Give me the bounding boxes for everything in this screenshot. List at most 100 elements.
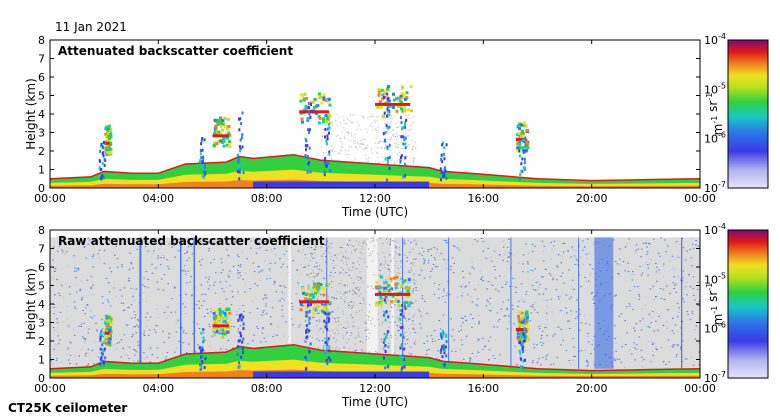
noise-speck — [647, 274, 649, 276]
grey-dot — [347, 131, 349, 133]
grey-dot — [354, 137, 356, 139]
grey-dot — [403, 288, 405, 290]
tower-cell — [382, 132, 385, 136]
noise-speck — [77, 267, 80, 269]
noise-speck — [137, 360, 139, 362]
noise-speck — [337, 320, 340, 322]
tower-cell — [102, 361, 105, 365]
grey-dot — [322, 151, 324, 153]
cloud-cell — [222, 317, 226, 321]
tower-cell — [98, 159, 101, 163]
noise-speck — [358, 289, 360, 291]
noise-speck — [101, 296, 104, 298]
noise-speck — [678, 311, 680, 313]
noise-speck — [506, 260, 509, 262]
noise-speck — [203, 328, 205, 330]
grey-dot — [346, 342, 348, 344]
cloud-cell — [525, 323, 529, 327]
grey-dot — [406, 155, 408, 157]
tower-cell — [403, 304, 406, 308]
noise-speck — [53, 306, 56, 308]
grey-dot — [376, 135, 378, 137]
noise-speck — [270, 316, 272, 318]
noise-speck — [266, 278, 268, 280]
tower-cell — [239, 339, 242, 343]
grey-dot — [370, 241, 372, 243]
colorbar-tick-label: 10-5 — [704, 271, 726, 286]
cloud-cell — [400, 100, 404, 104]
noise-speck — [433, 282, 436, 284]
noise-speck — [675, 283, 677, 285]
noise-speck — [108, 240, 111, 242]
grey-dot — [412, 282, 414, 284]
cloud-cell — [403, 300, 407, 304]
noise-speck — [262, 327, 264, 329]
grey-dot — [370, 148, 372, 150]
gap — [391, 237, 394, 371]
x-tick-label: 20:00 — [576, 382, 608, 395]
grey-dot — [358, 335, 360, 337]
cloud-cell — [224, 125, 228, 129]
tower-cell — [400, 121, 403, 125]
tower-cell — [386, 92, 389, 96]
noise-speck — [50, 360, 53, 362]
noise-speck — [96, 330, 99, 332]
noise-speck — [134, 325, 136, 327]
grey-dot — [372, 126, 374, 128]
tower-cell — [305, 314, 308, 318]
noise-speck — [145, 316, 147, 318]
noise-speck — [419, 311, 421, 313]
noise-speck — [489, 297, 491, 299]
noise-speck — [208, 323, 211, 325]
noise-speck — [580, 322, 583, 324]
grey-dot — [374, 128, 376, 130]
noise-speck — [487, 281, 490, 283]
cloud-cell — [395, 275, 399, 279]
grey-dot — [308, 238, 310, 240]
grey-dot — [392, 134, 394, 136]
noise-speck — [534, 289, 537, 291]
grey-dot — [371, 116, 373, 118]
grey-dot — [352, 122, 354, 124]
grey-dot — [367, 238, 369, 240]
noise-speck — [175, 321, 177, 323]
noise-speck — [208, 250, 210, 252]
grey-dot — [329, 335, 331, 337]
noise-speck — [542, 276, 544, 278]
grey-dot — [312, 280, 314, 282]
grey-dot — [371, 152, 373, 154]
cloud-cell — [319, 95, 323, 99]
cloud-cell — [525, 319, 529, 323]
grey-dot — [341, 146, 343, 148]
grey-dot — [413, 279, 415, 281]
grey-dot — [365, 291, 367, 293]
noise-speck — [689, 356, 692, 358]
colorbar-tick-label: 10-7 — [704, 370, 726, 385]
noise-speck — [68, 286, 71, 288]
tower-cell — [238, 145, 241, 149]
cloud-cell — [377, 88, 381, 92]
grey-dot — [395, 260, 397, 262]
tower-cell — [101, 174, 104, 178]
noise-speck — [578, 329, 581, 331]
noise-speck — [552, 363, 555, 365]
noise-speck — [451, 257, 454, 259]
noise-speck — [477, 351, 479, 353]
noise-speck — [592, 339, 594, 341]
grey-dot — [330, 157, 332, 159]
noise-speck — [122, 302, 125, 304]
noise-speck — [331, 296, 333, 298]
tower-cell — [98, 166, 101, 170]
grey-dot — [399, 272, 401, 274]
cloud-cell — [315, 286, 319, 290]
noise-speck — [365, 322, 367, 324]
noise-speck — [74, 308, 77, 310]
noise-speck — [187, 270, 189, 272]
grey-dot — [384, 267, 386, 269]
grey-dot — [408, 114, 410, 116]
noise-speck — [263, 260, 266, 262]
grey-dot — [387, 131, 389, 133]
noise-speck — [79, 288, 82, 290]
noise-speck — [462, 283, 465, 285]
